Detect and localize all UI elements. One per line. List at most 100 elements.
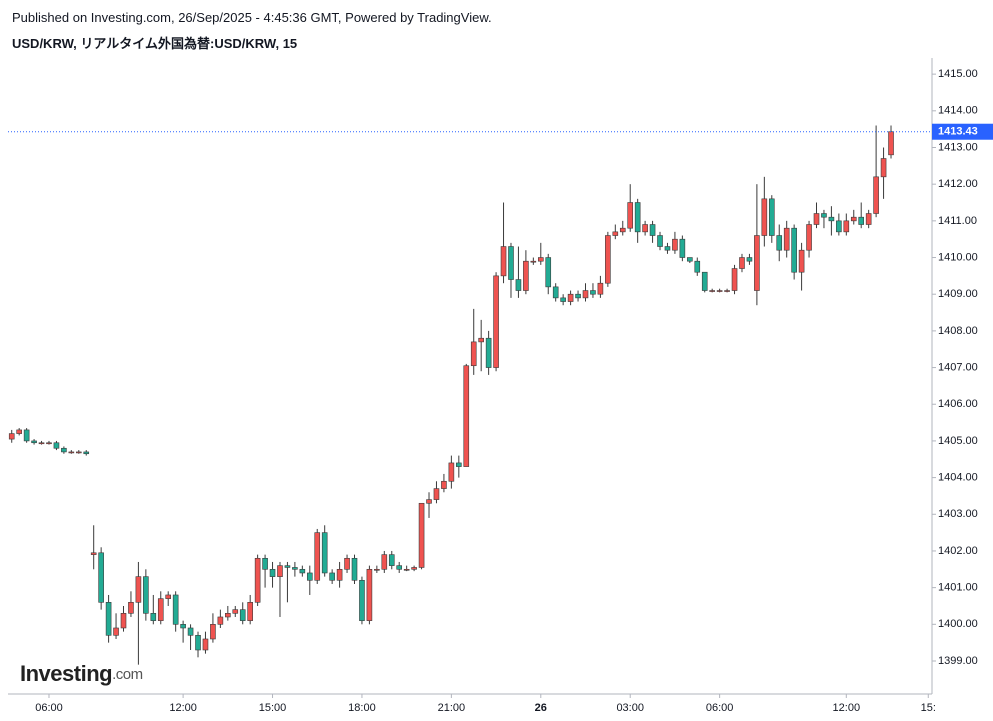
watermark-suffix: .com [112, 666, 143, 683]
candle-body [739, 257, 745, 269]
candle-body [113, 627, 119, 636]
candle-body [381, 554, 388, 570]
candle-body [321, 532, 328, 574]
y-tick-label: 1403.00 [938, 508, 978, 520]
x-tick-label: 26 [535, 702, 547, 714]
candle-body [575, 293, 581, 299]
watermark: Investing.com [20, 661, 143, 686]
candle-body [597, 282, 604, 295]
candle-body [75, 451, 82, 454]
chart-title: USD/KRW, リアルタイム外国為替:USD/KRW, 15 [12, 36, 298, 51]
candle-body [284, 565, 291, 568]
candle-body [679, 238, 686, 258]
candle-body [470, 341, 477, 367]
y-tick-label: 1415.00 [938, 68, 978, 80]
candle-body [180, 624, 186, 629]
candle-body [165, 594, 172, 599]
y-tick-label: 1412.00 [938, 178, 978, 190]
y-tick-label: 1402.00 [938, 545, 978, 557]
candle-body [612, 231, 619, 236]
candle-body [560, 297, 566, 302]
candle-body [463, 365, 470, 467]
candle-body [23, 429, 30, 442]
x-tick-label: 15: [921, 702, 936, 714]
candle-body [202, 638, 209, 651]
x-tick-label: 06:00 [706, 702, 734, 714]
candle-body [61, 447, 67, 453]
candle-body [821, 213, 827, 218]
candle-body [880, 158, 887, 178]
x-tick-label: 06:00 [35, 702, 63, 714]
candle-body [508, 246, 514, 280]
y-tick-label: 1400.00 [938, 618, 978, 630]
candle-body [634, 202, 641, 233]
x-tick-label: 15:00 [259, 702, 287, 714]
candle-body [299, 568, 306, 574]
y-tick-label: 1414.00 [938, 105, 978, 117]
candle-body [344, 557, 350, 570]
candle-body [806, 224, 812, 251]
candle-body [426, 499, 432, 504]
candle-body [135, 576, 142, 603]
candle-body [433, 488, 440, 500]
candle-body [90, 552, 97, 555]
candle-body [724, 290, 730, 292]
candle-body [523, 260, 529, 291]
candle-body [98, 552, 104, 603]
candle-body [31, 440, 37, 444]
candle-body [254, 557, 261, 603]
y-tick-label: 1399.00 [938, 655, 978, 667]
candle-body [16, 429, 22, 434]
candle-body [247, 602, 253, 621]
candle-body [150, 613, 157, 621]
candle-body [232, 609, 239, 614]
candle-body [515, 279, 522, 291]
candle-body [500, 246, 507, 277]
candle-body [687, 257, 693, 262]
candle-body [619, 227, 626, 233]
candle-body [262, 557, 268, 570]
candle-body [68, 451, 75, 454]
candle-body [590, 290, 596, 295]
candle-body [791, 227, 797, 273]
candle-body [478, 337, 484, 343]
candle-body [456, 462, 462, 467]
y-tick-label: 1406.00 [938, 398, 978, 410]
candle-body [813, 213, 820, 225]
candle-body [850, 216, 857, 222]
candle-body [836, 220, 842, 233]
candle-body [776, 235, 783, 251]
candle-body [582, 290, 589, 299]
candle-body [172, 594, 179, 625]
candle-body [537, 257, 544, 262]
candle-body [157, 598, 164, 621]
candle-body [657, 235, 663, 247]
candle-body [277, 565, 283, 577]
candle-body [627, 202, 634, 229]
y-tick-label: 1409.00 [938, 288, 978, 300]
candle-body [269, 568, 276, 577]
candle-body [746, 257, 753, 262]
candle-body [754, 235, 760, 291]
candle-body [694, 260, 701, 273]
candle-body [567, 293, 574, 302]
candle-body [873, 176, 879, 214]
candle-body [187, 627, 194, 636]
last-price-label: 1413.43 [938, 126, 978, 138]
candle-body [530, 260, 537, 263]
candle-body [351, 557, 358, 581]
y-tick-label: 1408.00 [938, 325, 978, 337]
x-tick-label: 12:00 [833, 702, 861, 714]
candle-body [143, 576, 149, 614]
candle-body [858, 216, 865, 225]
candle-body [210, 624, 216, 640]
candle-body [403, 568, 410, 571]
candle-body [292, 567, 298, 570]
candle-body [8, 433, 15, 440]
candle-body [768, 198, 775, 236]
x-tick-label: 21:00 [438, 702, 466, 714]
candle-body [672, 238, 678, 251]
candle-body [493, 275, 499, 368]
y-tick-label: 1407.00 [938, 361, 978, 373]
